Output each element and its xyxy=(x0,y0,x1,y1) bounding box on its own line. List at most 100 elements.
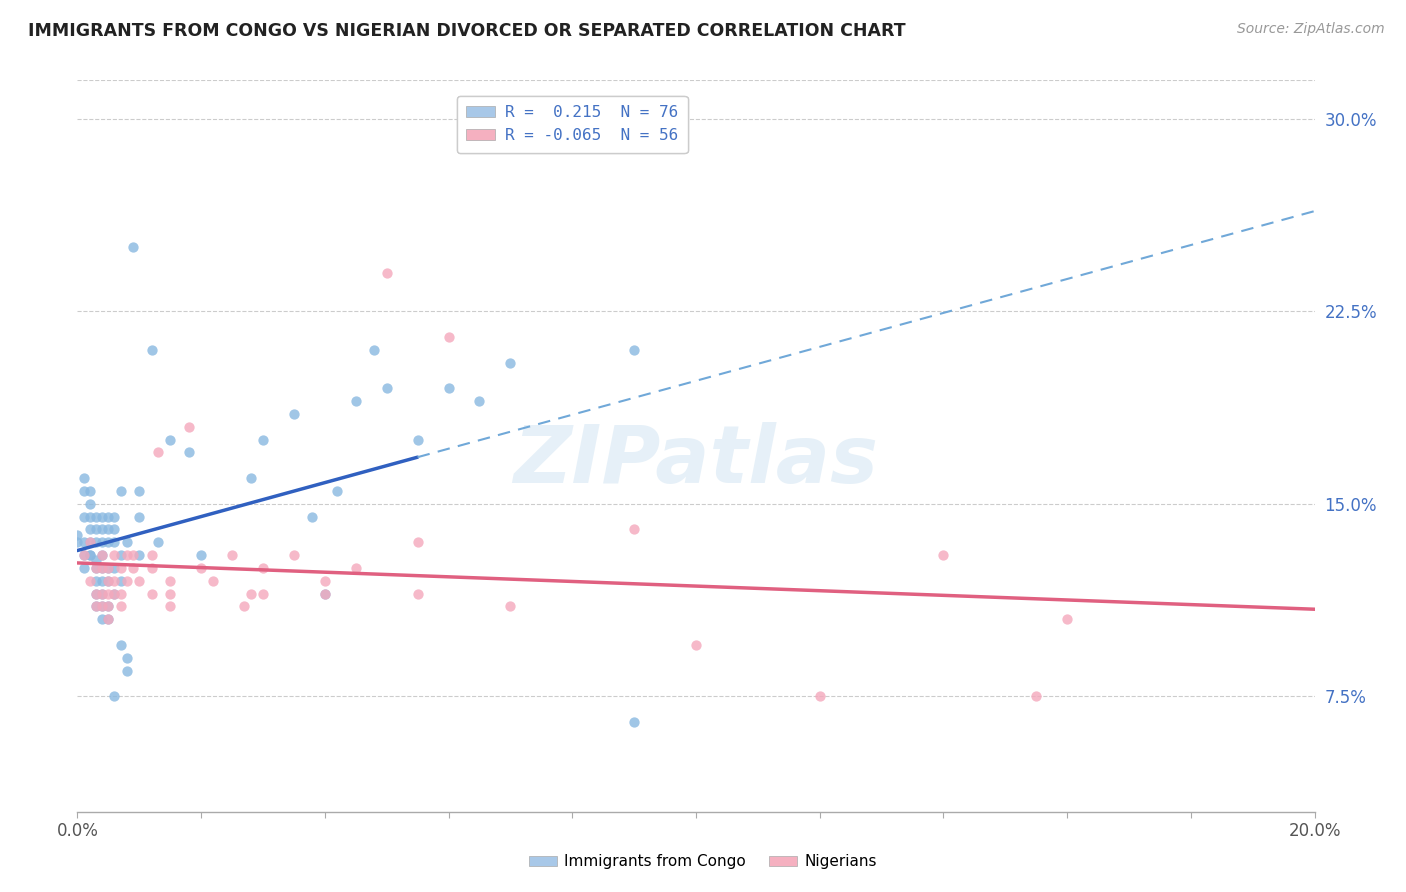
Point xyxy=(146,445,169,459)
Point xyxy=(91,599,114,614)
Point xyxy=(84,523,107,537)
Point xyxy=(72,535,94,549)
Point xyxy=(499,599,522,614)
Point xyxy=(252,433,274,447)
Point xyxy=(97,561,120,575)
Point xyxy=(97,574,120,588)
Point xyxy=(932,548,955,562)
Legend: Immigrants from Congo, Nigerians: Immigrants from Congo, Nigerians xyxy=(523,848,883,875)
Point xyxy=(91,523,114,537)
Point xyxy=(103,586,125,600)
Point xyxy=(283,548,305,562)
Point xyxy=(314,586,336,600)
Point xyxy=(190,561,212,575)
Point xyxy=(97,612,120,626)
Point xyxy=(103,574,125,588)
Point xyxy=(79,509,101,524)
Point xyxy=(141,561,163,575)
Point xyxy=(363,343,385,357)
Point xyxy=(406,586,429,600)
Point xyxy=(66,527,89,541)
Point xyxy=(84,586,107,600)
Point xyxy=(128,509,150,524)
Point xyxy=(283,407,305,421)
Point xyxy=(141,548,163,562)
Point xyxy=(221,548,243,562)
Point xyxy=(84,509,107,524)
Point xyxy=(252,561,274,575)
Point xyxy=(623,343,645,357)
Point xyxy=(110,548,132,562)
Point xyxy=(79,574,101,588)
Point xyxy=(79,535,101,549)
Point xyxy=(79,535,101,549)
Point xyxy=(406,535,429,549)
Point xyxy=(375,381,398,395)
Point xyxy=(91,586,114,600)
Point xyxy=(110,574,132,588)
Point xyxy=(375,266,398,280)
Point xyxy=(128,548,150,562)
Point xyxy=(91,548,114,562)
Point xyxy=(84,599,107,614)
Point xyxy=(84,561,107,575)
Point xyxy=(79,483,101,498)
Point xyxy=(406,433,429,447)
Point xyxy=(159,586,181,600)
Point xyxy=(177,445,200,459)
Point xyxy=(233,599,256,614)
Legend: R =  0.215  N = 76, R = -0.065  N = 56: R = 0.215 N = 76, R = -0.065 N = 56 xyxy=(457,95,688,153)
Text: Source: ZipAtlas.com: Source: ZipAtlas.com xyxy=(1237,22,1385,37)
Point xyxy=(97,612,120,626)
Point xyxy=(115,535,138,549)
Point xyxy=(97,535,120,549)
Point xyxy=(103,535,125,549)
Point xyxy=(91,586,114,600)
Point xyxy=(91,561,114,575)
Point xyxy=(128,483,150,498)
Text: ZIPatlas: ZIPatlas xyxy=(513,422,879,500)
Point xyxy=(115,664,138,678)
Point xyxy=(110,586,132,600)
Point xyxy=(103,561,125,575)
Point xyxy=(159,433,181,447)
Point xyxy=(344,394,367,409)
Point xyxy=(79,548,101,562)
Point xyxy=(437,330,460,344)
Point xyxy=(499,355,522,369)
Point xyxy=(468,394,491,409)
Text: IMMIGRANTS FROM CONGO VS NIGERIAN DIVORCED OR SEPARATED CORRELATION CHART: IMMIGRANTS FROM CONGO VS NIGERIAN DIVORC… xyxy=(28,22,905,40)
Point xyxy=(110,483,132,498)
Point xyxy=(84,586,107,600)
Point xyxy=(91,561,114,575)
Point xyxy=(128,574,150,588)
Point xyxy=(177,419,200,434)
Point xyxy=(122,240,145,254)
Point xyxy=(97,586,120,600)
Point xyxy=(84,553,107,567)
Point xyxy=(97,574,120,588)
Point xyxy=(72,548,94,562)
Point xyxy=(1025,690,1047,704)
Point xyxy=(79,548,101,562)
Point xyxy=(623,523,645,537)
Point xyxy=(84,535,107,549)
Point xyxy=(110,561,132,575)
Point xyxy=(110,599,132,614)
Point xyxy=(314,574,336,588)
Point xyxy=(97,599,120,614)
Point xyxy=(72,548,94,562)
Point xyxy=(685,638,707,652)
Point xyxy=(97,561,120,575)
Point xyxy=(110,638,132,652)
Point xyxy=(91,612,114,626)
Point xyxy=(97,509,120,524)
Point xyxy=(72,471,94,485)
Point xyxy=(146,535,169,549)
Point xyxy=(344,561,367,575)
Point xyxy=(91,599,114,614)
Point xyxy=(115,574,138,588)
Point xyxy=(103,509,125,524)
Point xyxy=(141,343,163,357)
Point xyxy=(103,548,125,562)
